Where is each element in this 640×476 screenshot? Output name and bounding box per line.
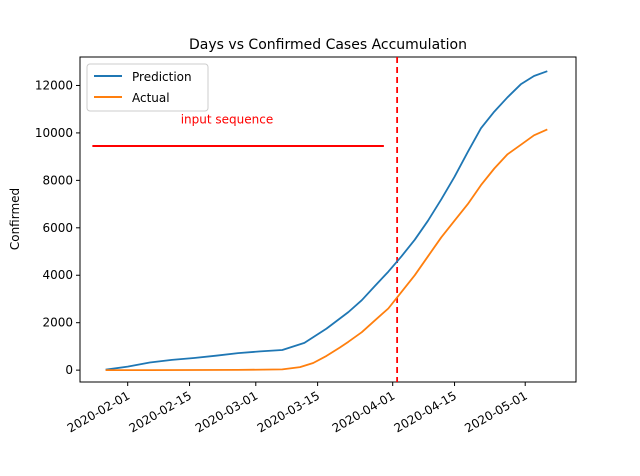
y-tick-label: 10000 <box>35 126 73 140</box>
legend-label-prediction: Prediction <box>132 70 192 84</box>
y-tick-label: 4000 <box>42 268 73 282</box>
legend: Prediction Actual <box>86 63 209 112</box>
series-line-prediction <box>105 70 548 371</box>
y-tick-label: 8000 <box>42 173 73 187</box>
annotations: input sequence <box>92 57 399 382</box>
y-tick-label: 6000 <box>42 221 73 235</box>
y-axis-label: Confirmed <box>8 188 22 250</box>
legend-label-actual: Actual <box>132 91 170 105</box>
y-tick-label: 2000 <box>42 316 73 330</box>
data-series <box>105 70 548 372</box>
y-tick-label: 12000 <box>35 78 73 92</box>
series-line-actual <box>105 128 548 372</box>
y-axis-ticks: 0 2000 4000 6000 8000 10000 12000 <box>35 78 80 377</box>
input-sequence-label: input sequence <box>181 112 274 126</box>
chart-title: Days vs Confirmed Cases Accumulation <box>189 37 467 53</box>
y-tick-label: 0 <box>65 363 73 377</box>
